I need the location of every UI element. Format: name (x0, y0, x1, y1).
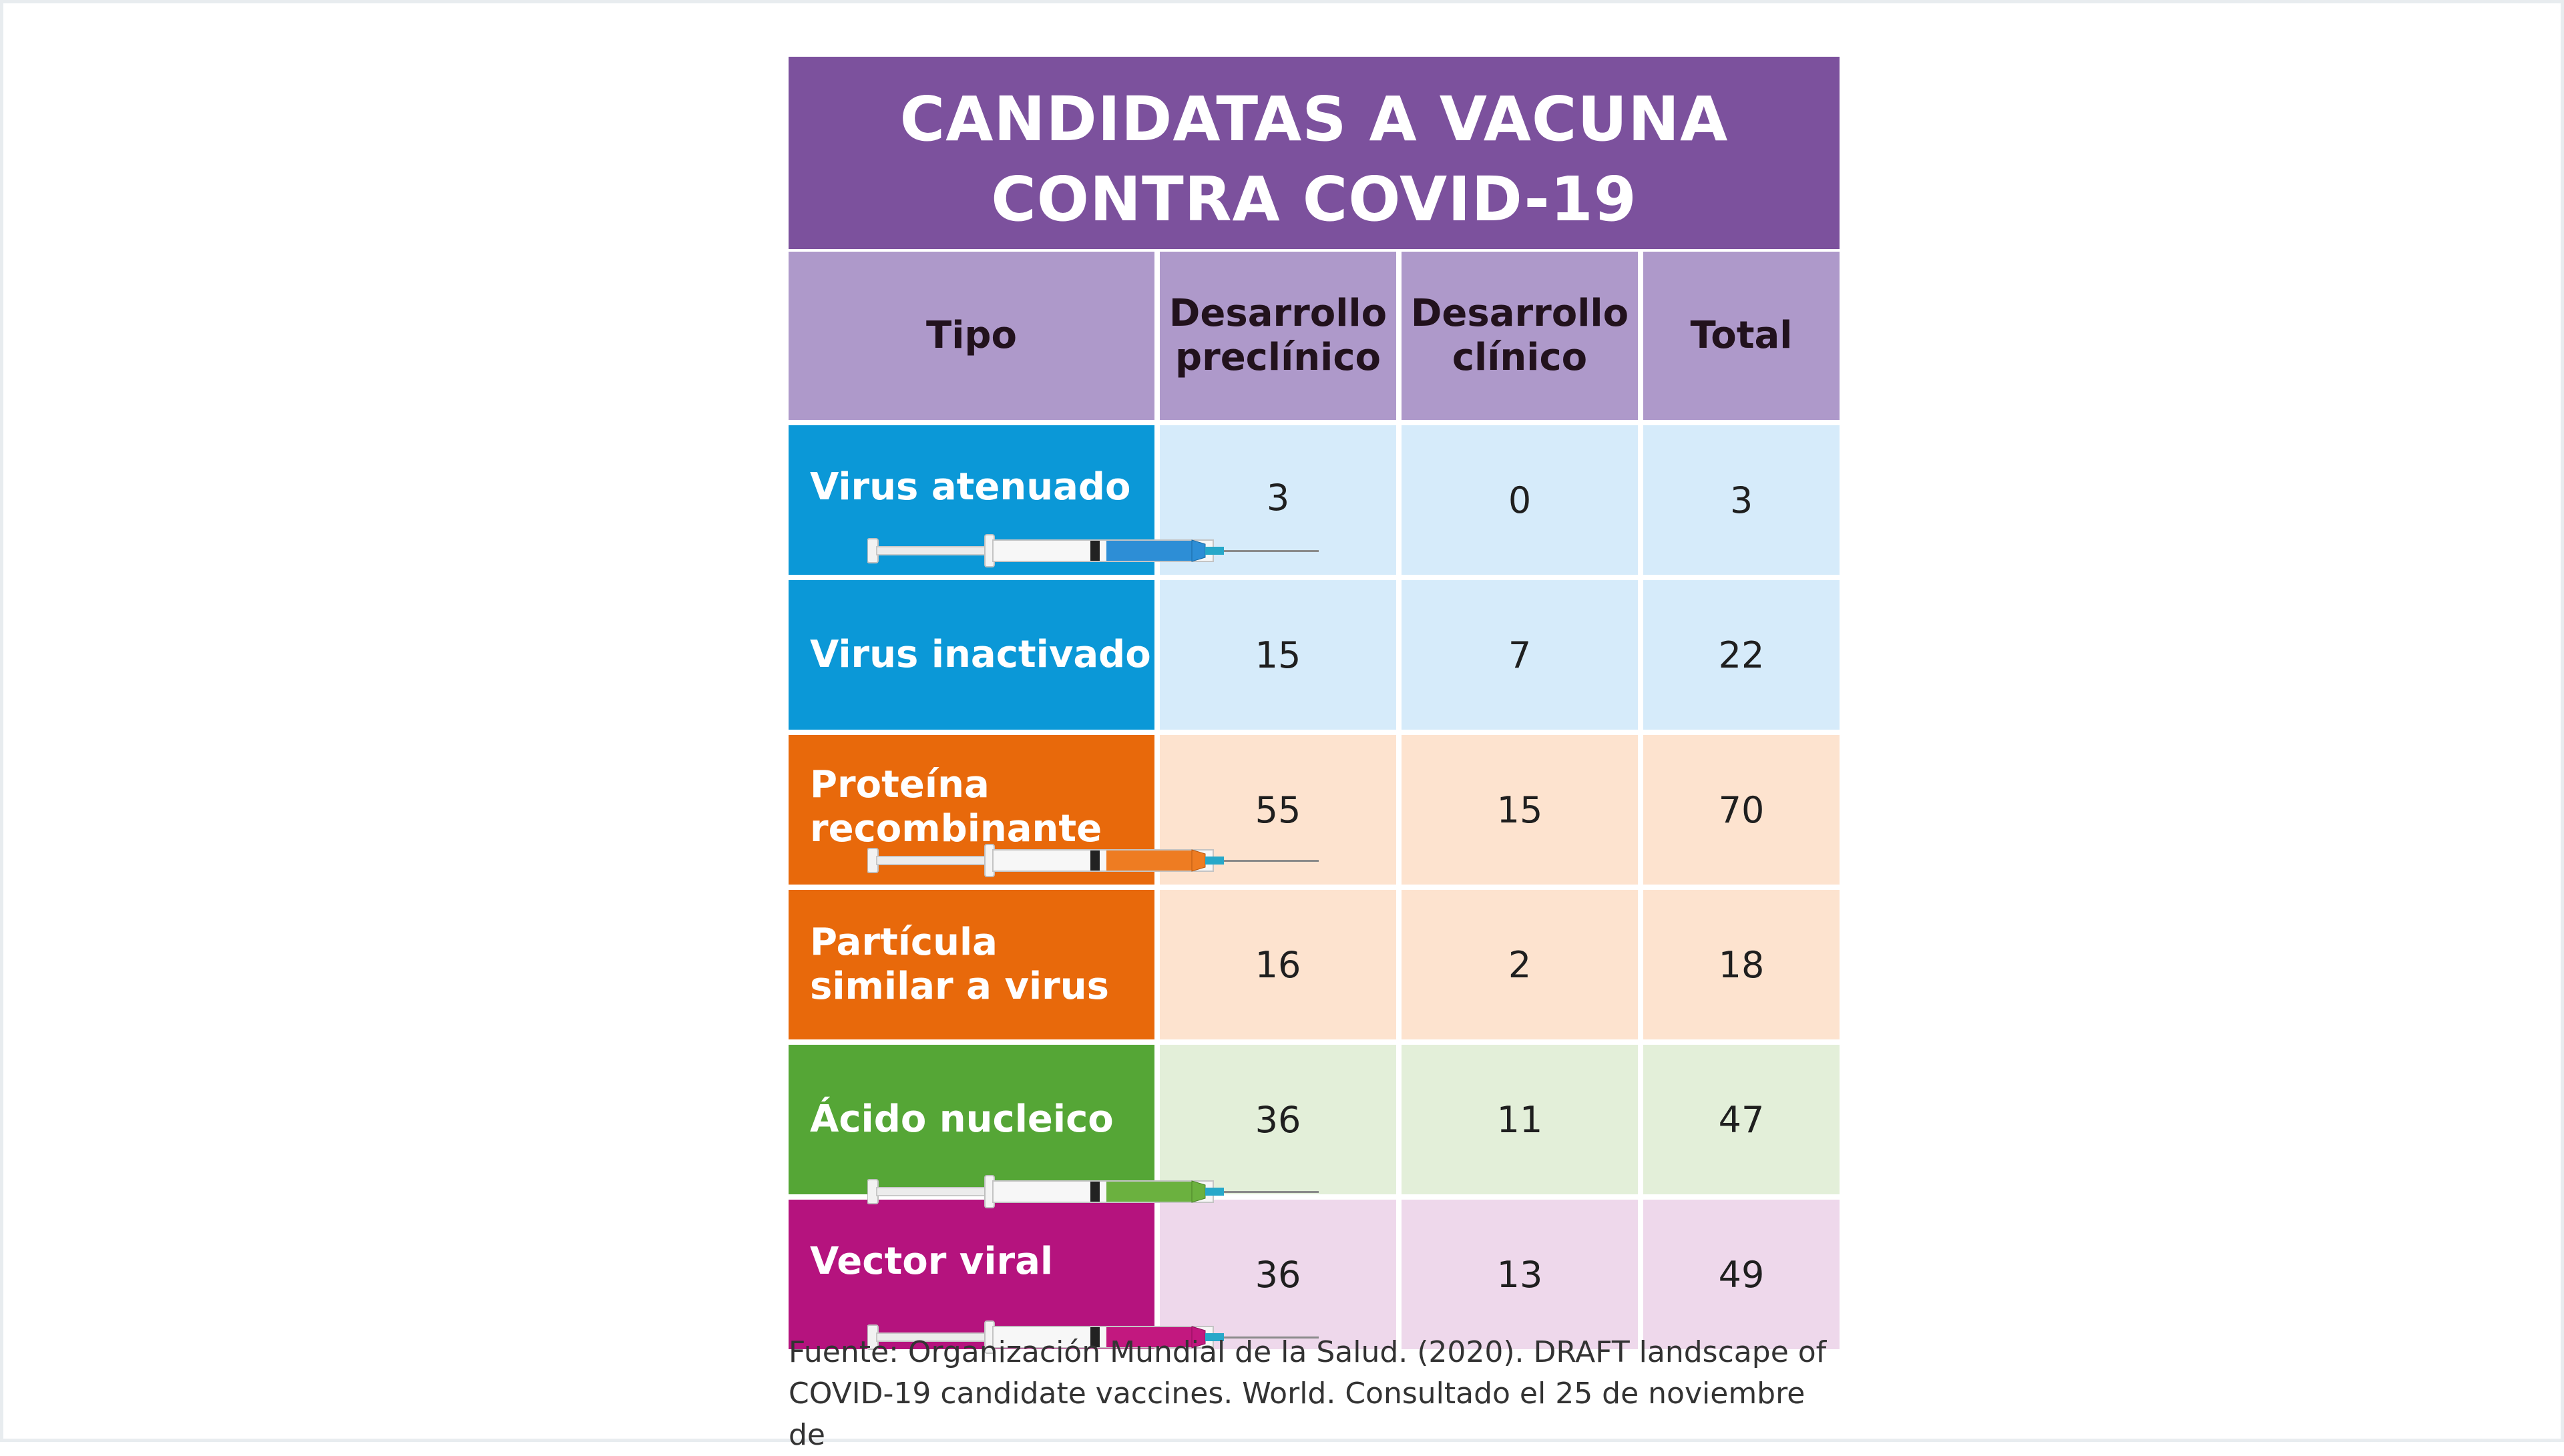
row-label-text: Ácido nucleico (810, 1098, 1114, 1141)
header-tipo: Tipo (789, 252, 1154, 420)
row-label-acido-nucleico: Ácido nucleico (789, 1045, 1154, 1194)
header-preclinico: Desarrollo preclínico (1160, 252, 1396, 420)
syringe-orange-icon (867, 844, 1319, 877)
cell-total: 49 (1643, 1200, 1840, 1349)
cell-total: 22 (1643, 580, 1840, 730)
cell-preclinico: 36 (1160, 1045, 1396, 1194)
row-label-text-2: recombinante (810, 807, 1102, 851)
cell-total: 18 (1643, 890, 1840, 1039)
row-label-text: Partícula (810, 921, 998, 964)
title-line-2: CONTRA COVID-19 (991, 164, 1637, 235)
header-clinico-line1: Desarrollo (1410, 292, 1629, 335)
cell-total: 70 (1643, 735, 1840, 885)
header-clinico-line2: clínico (1452, 336, 1588, 379)
cell-preclinico: 15 (1160, 580, 1396, 730)
source-line-2: COVID-19 candidate vaccines. World. Cons… (789, 1377, 1805, 1452)
title-banner: CANDIDATAS A VACUNA CONTRA COVID-19 (789, 57, 1840, 249)
row-label-text: Vector viral (810, 1240, 1054, 1283)
cell-total: 3 (1643, 425, 1840, 575)
header-preclinico-line2: preclínico (1175, 336, 1381, 379)
row-label-vector-viral: Vector viral (789, 1200, 1154, 1349)
source-note: Fuente: Organización Mundial de la Salud… (789, 1332, 1840, 1456)
row-label-text: Virus inactivado (810, 633, 1151, 676)
header-preclinico-line1: Desarrollo (1168, 292, 1387, 335)
header-total-text: Total (1690, 314, 1793, 357)
syringe-blue-icon (867, 534, 1319, 567)
row-label-particula-similar: Partícula similar a virus (789, 890, 1154, 1039)
vaccine-candidates-table: CANDIDATAS A VACUNA CONTRA COVID-19 Tipo… (789, 57, 1840, 1452)
row-label-text-2: similar a virus (810, 965, 1109, 1008)
cell-preclinico: 36 (1160, 1200, 1396, 1349)
cell-clinico: 13 (1402, 1200, 1638, 1349)
row-label-text: Virus atenuado (810, 465, 1131, 509)
cell-total: 47 (1643, 1045, 1840, 1194)
syringe-magenta-icon (867, 1320, 1319, 1354)
header-total: Total (1643, 252, 1840, 420)
source-line-1: Fuente: Organización Mundial de la Salud… (789, 1335, 1827, 1369)
cell-clinico: 0 (1402, 425, 1638, 575)
cell-clinico: 2 (1402, 890, 1638, 1039)
cell-clinico: 15 (1402, 735, 1638, 885)
title-line-1: CANDIDATAS A VACUNA (899, 83, 1729, 155)
header-tipo-text: Tipo (926, 314, 1017, 357)
row-label-text: Proteína (810, 763, 990, 806)
row-label-virus-inactivado: Virus inactivado (789, 580, 1154, 730)
cell-clinico: 7 (1402, 580, 1638, 730)
cell-preclinico: 16 (1160, 890, 1396, 1039)
syringe-green-icon (867, 1175, 1319, 1208)
cell-clinico: 11 (1402, 1045, 1638, 1194)
header-clinico: Desarrollo clínico (1402, 252, 1638, 420)
